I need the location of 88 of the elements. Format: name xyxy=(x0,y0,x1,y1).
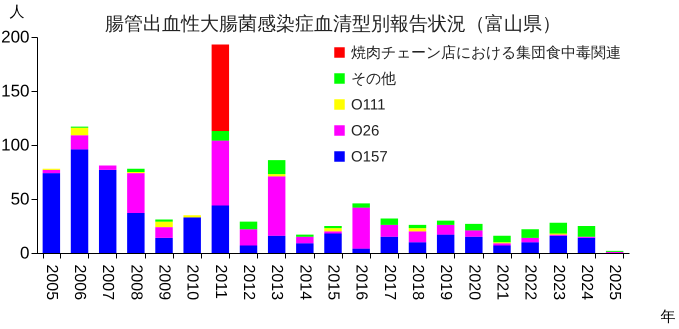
y-tick-label: 50 xyxy=(10,190,30,208)
chart-title: 腸管出血性大腸菌感染症血清型別報告状況（富山県） xyxy=(105,13,561,35)
bar xyxy=(268,236,286,253)
x-tick-label: 2006 xyxy=(71,264,88,300)
bar xyxy=(70,128,88,136)
x-tick-label: 2025 xyxy=(606,264,624,300)
bar xyxy=(155,222,173,228)
x-tick-label: 2007 xyxy=(99,264,116,300)
bar xyxy=(240,222,258,230)
x-tick-label: 2020 xyxy=(465,264,482,300)
bar xyxy=(127,168,145,172)
x-tick-label: 2015 xyxy=(324,264,342,300)
bar xyxy=(493,245,511,253)
bar xyxy=(352,208,370,249)
bar xyxy=(268,160,286,174)
y-axis-title: 人 xyxy=(10,4,24,20)
x-axis-title: 年 xyxy=(660,308,676,326)
bar xyxy=(212,140,230,206)
legend-label: O157 xyxy=(351,148,388,166)
bar xyxy=(127,173,145,214)
x-tick-label: 2013 xyxy=(268,264,286,300)
bar xyxy=(42,173,60,253)
bar xyxy=(465,230,483,237)
bar xyxy=(212,44,230,131)
bar xyxy=(380,224,398,237)
bar xyxy=(127,213,145,253)
x-tick-label: 2011 xyxy=(212,264,229,300)
legend-label: O26 xyxy=(351,122,380,140)
bar xyxy=(380,218,398,225)
bar xyxy=(324,234,342,253)
bar xyxy=(98,166,116,170)
bar xyxy=(521,238,539,242)
x-tick-label: 2023 xyxy=(550,264,567,300)
y-tick-label: 100 xyxy=(1,136,30,154)
bar xyxy=(408,228,426,232)
bar xyxy=(70,135,88,150)
y-tick-label: 150 xyxy=(1,82,30,100)
y-tick-label: 200 xyxy=(1,28,30,46)
x-tick-label: 2018 xyxy=(408,264,426,300)
legend-label: その他 xyxy=(351,70,396,88)
bar xyxy=(408,242,426,253)
bar xyxy=(42,170,60,174)
bar xyxy=(155,238,173,253)
bar xyxy=(352,203,370,208)
x-tick-label: 2021 xyxy=(493,264,510,300)
bar xyxy=(380,236,398,253)
bar xyxy=(212,205,230,253)
bar xyxy=(493,236,511,242)
bar xyxy=(550,236,568,253)
legend-label: O111 xyxy=(351,96,386,114)
bar xyxy=(550,222,568,234)
x-tick-label: 2008 xyxy=(127,264,144,300)
bar xyxy=(436,220,454,225)
bar xyxy=(465,236,483,253)
bar xyxy=(296,236,314,244)
bar xyxy=(183,217,201,253)
x-tick-label: 2010 xyxy=(184,264,201,300)
bar xyxy=(240,229,258,246)
bar xyxy=(296,243,314,253)
x-tick-label: 2019 xyxy=(437,264,454,300)
bar xyxy=(436,224,454,235)
x-tick-label: 2024 xyxy=(578,264,595,300)
bar xyxy=(521,229,539,238)
x-tick-label: 2009 xyxy=(156,264,173,300)
bar xyxy=(578,238,596,253)
legend-label: 焼肉チェーン店における集団食中毒関連 xyxy=(351,44,621,62)
y-tick-label: 0 xyxy=(20,244,30,262)
bar xyxy=(155,227,173,238)
bar xyxy=(212,130,230,141)
bar xyxy=(268,176,286,236)
x-tick-label: 2005 xyxy=(42,264,60,300)
bar xyxy=(436,234,454,253)
x-tick-label: 2022 xyxy=(522,264,539,300)
bar xyxy=(352,248,370,253)
bar xyxy=(324,231,342,234)
bar xyxy=(465,224,483,230)
bar xyxy=(70,149,88,253)
bar xyxy=(521,242,539,253)
bar xyxy=(240,245,258,253)
bar xyxy=(98,170,116,253)
bar xyxy=(408,231,426,242)
x-tick-label: 2014 xyxy=(296,264,314,300)
bar xyxy=(408,224,426,228)
x-tick-label: 2016 xyxy=(352,264,370,300)
bar xyxy=(578,226,596,237)
bar xyxy=(324,228,342,232)
x-tick-label: 2012 xyxy=(240,264,258,300)
x-tick-label: 2017 xyxy=(380,264,398,300)
